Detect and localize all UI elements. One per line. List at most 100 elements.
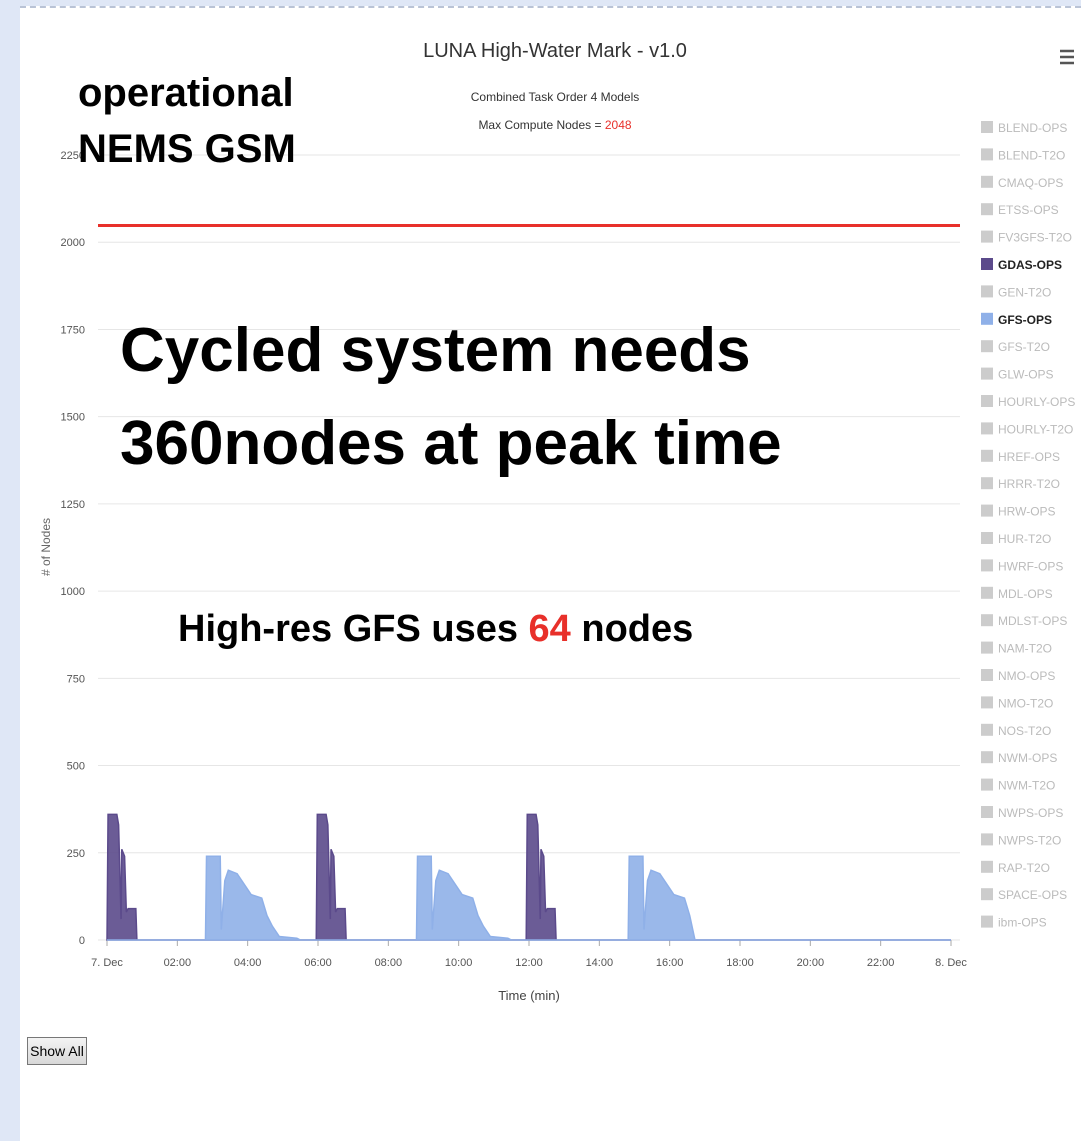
legend-swatch bbox=[981, 696, 993, 709]
x-tick-label: 06:00 bbox=[304, 957, 332, 969]
legend-label: HWRF-OPS bbox=[998, 559, 1063, 573]
x-tick-label: 22:00 bbox=[867, 957, 895, 969]
legend-swatch bbox=[981, 641, 993, 654]
legend-swatch bbox=[981, 614, 993, 627]
legend-swatch bbox=[981, 367, 993, 380]
x-tick-label: 08:00 bbox=[375, 957, 403, 969]
legend-swatch bbox=[981, 586, 993, 599]
legend-swatch bbox=[981, 340, 993, 353]
y-tick-label: 1250 bbox=[61, 499, 85, 511]
y-tick-label: 2000 bbox=[61, 237, 85, 249]
legend-swatch bbox=[981, 230, 993, 243]
legend-label: NWM-OPS bbox=[998, 751, 1057, 765]
legend-swatch bbox=[981, 559, 993, 572]
legend-label: GFS-T2O bbox=[998, 340, 1050, 354]
legend-swatch bbox=[981, 312, 993, 325]
x-tick-label: 7. Dec bbox=[91, 957, 123, 969]
y-tick-label: 1000 bbox=[61, 586, 85, 598]
corner-annotation: operational bbox=[78, 71, 294, 115]
y-tick-label: 750 bbox=[67, 673, 85, 685]
note-annotation: High-res GFS uses 64 nodes bbox=[178, 608, 693, 650]
headline-annotation: 360nodes at peak time bbox=[120, 409, 782, 478]
legend-label: ETSS-OPS bbox=[998, 203, 1059, 217]
legend-swatch bbox=[981, 395, 993, 407]
legend-label: HRRR-T2O bbox=[998, 477, 1060, 491]
legend-label: NWPS-OPS bbox=[998, 806, 1063, 820]
legend-label: MDL-OPS bbox=[998, 587, 1053, 601]
y-axis-label: # of Nodes bbox=[39, 518, 53, 576]
y-tick-label: 250 bbox=[67, 848, 85, 860]
legend-swatch bbox=[981, 203, 993, 216]
area bbox=[107, 855, 951, 941]
legend-swatch bbox=[981, 477, 993, 490]
y-tick-label: 2250 bbox=[61, 150, 85, 162]
legend-swatch bbox=[981, 915, 993, 928]
max-nodes-line: Max Compute Nodes = 2048 bbox=[478, 118, 631, 132]
legend-label: NMO-OPS bbox=[998, 669, 1055, 683]
legend-swatch bbox=[981, 121, 993, 133]
legend-swatch bbox=[981, 449, 993, 462]
menu-icon[interactable] bbox=[1060, 49, 1074, 65]
show-all-button[interactable]: Show All bbox=[27, 1037, 87, 1065]
legend-swatch bbox=[981, 258, 993, 270]
x-axis-label: Time (min) bbox=[498, 988, 560, 1003]
y-tick-label: 1750 bbox=[61, 324, 85, 336]
legend-label: RAP-T2O bbox=[998, 861, 1050, 875]
legend-label: FV3GFS-T2O bbox=[998, 231, 1072, 245]
legend-swatch bbox=[981, 888, 993, 901]
legend-label: SPACE-OPS bbox=[998, 888, 1067, 902]
headline-annotation: Cycled system needs bbox=[120, 316, 751, 385]
legend-label: BLEND-OPS bbox=[998, 121, 1067, 135]
legend-swatch bbox=[981, 175, 993, 188]
legend-label: NWPS-T2O bbox=[998, 833, 1061, 847]
legend-label: CMAQ-OPS bbox=[998, 176, 1063, 190]
max-value: 2048 bbox=[605, 118, 632, 132]
note-part: High-res GFS uses bbox=[178, 608, 529, 650]
y-tick-label: 0 bbox=[79, 935, 85, 947]
y-tick-label: 500 bbox=[67, 761, 85, 773]
legend-label: BLEND-T2O bbox=[998, 148, 1065, 162]
x-tick-label: 20:00 bbox=[797, 957, 825, 969]
legend-label: NMO-T2O bbox=[998, 696, 1053, 710]
y-tick-label: 1500 bbox=[61, 412, 85, 424]
x-tick-label: 10:00 bbox=[445, 957, 473, 969]
area bbox=[106, 813, 951, 941]
legend-label: MDLST-OPS bbox=[998, 614, 1067, 628]
legend-label: NOS-T2O bbox=[998, 724, 1051, 738]
legend-swatch bbox=[981, 723, 993, 736]
legend-swatch bbox=[981, 778, 993, 791]
x-tick-label: 02:00 bbox=[164, 957, 192, 969]
legend-swatch bbox=[981, 285, 993, 298]
legend-label: NWM-T2O bbox=[998, 779, 1055, 793]
legend-label: GLW-OPS bbox=[998, 368, 1054, 382]
x-tick-label: 18:00 bbox=[726, 957, 754, 969]
legend-swatch bbox=[981, 504, 993, 517]
x-tick-label: 8. Dec bbox=[935, 957, 967, 969]
legend-swatch bbox=[981, 532, 993, 544]
legend-label: HRW-OPS bbox=[998, 505, 1056, 519]
legend-swatch bbox=[981, 751, 993, 764]
legend-label: GDAS-OPS bbox=[998, 258, 1062, 272]
chart-title: LUNA High-Water Mark - v1.0 bbox=[423, 40, 687, 62]
note-part: 64 bbox=[529, 608, 571, 650]
note-part: nodes bbox=[571, 608, 693, 650]
legend-swatch bbox=[981, 669, 993, 681]
legend-label: HREF-OPS bbox=[998, 450, 1060, 464]
legend-label: HOURLY-T2O bbox=[998, 422, 1073, 436]
legend-label: GEN-T2O bbox=[998, 285, 1051, 299]
legend-swatch bbox=[981, 422, 993, 435]
legend-label: ibm-OPS bbox=[998, 916, 1047, 930]
corner-annotation: NEMS GSM bbox=[78, 127, 296, 171]
legend-swatch bbox=[981, 806, 993, 818]
legend-label: HOURLY-OPS bbox=[998, 395, 1075, 409]
x-tick-label: 04:00 bbox=[234, 957, 262, 969]
chart-subtitle: Combined Task Order 4 Models bbox=[471, 90, 640, 104]
legend-label: HUR-T2O bbox=[998, 532, 1051, 546]
panel bbox=[20, 6, 1081, 1141]
legend-label: GFS-OPS bbox=[998, 313, 1052, 327]
x-tick-label: 12:00 bbox=[515, 957, 543, 969]
max-label: Max Compute Nodes = bbox=[478, 118, 604, 132]
legend-swatch bbox=[981, 860, 993, 873]
